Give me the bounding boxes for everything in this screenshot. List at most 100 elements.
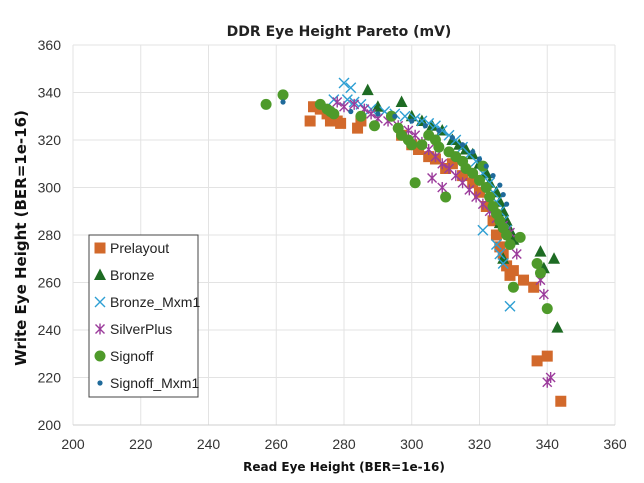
data-point bbox=[308, 101, 320, 113]
data-point bbox=[528, 281, 540, 293]
data-point bbox=[487, 215, 499, 227]
data-point bbox=[497, 258, 509, 269]
data-point bbox=[395, 95, 408, 107]
legend-item: Prelayout bbox=[94, 240, 169, 256]
data-point bbox=[280, 99, 286, 105]
data-point bbox=[361, 83, 374, 96]
data-point bbox=[352, 122, 364, 134]
legend-marker bbox=[94, 296, 106, 308]
data-point bbox=[437, 158, 448, 170]
data-point bbox=[277, 89, 289, 101]
legend-item: Signoff bbox=[94, 348, 153, 364]
data-point bbox=[335, 117, 347, 129]
data-point bbox=[368, 120, 380, 132]
legend-box bbox=[88, 234, 199, 398]
data-point bbox=[406, 139, 418, 151]
data-point bbox=[480, 182, 492, 193]
legend-item: SilverPlus bbox=[95, 321, 172, 337]
legend-marker bbox=[97, 380, 103, 386]
data-point bbox=[433, 141, 445, 153]
legend-marker bbox=[94, 242, 106, 254]
data-point bbox=[413, 144, 425, 155]
data-point bbox=[545, 372, 556, 383]
data-point bbox=[470, 149, 476, 155]
x-tick-labels: 200 220 240 260 280 300 320 340 360 bbox=[61, 436, 627, 452]
y-tick-label: 360 bbox=[38, 37, 62, 53]
legend-item: Signoff_Mxm1 bbox=[97, 375, 199, 391]
data-point bbox=[504, 300, 516, 312]
data-point bbox=[399, 110, 411, 122]
data-point bbox=[416, 139, 428, 151]
data-point bbox=[355, 110, 367, 122]
y-axis-label: Write Eye Height (BER=1e-16) bbox=[12, 110, 30, 366]
data-point bbox=[348, 108, 354, 115]
data-point bbox=[541, 350, 553, 362]
y-tick-label: 340 bbox=[38, 85, 62, 101]
data-point bbox=[339, 101, 349, 113]
data-point bbox=[260, 98, 272, 110]
data-point bbox=[409, 118, 415, 124]
data-point bbox=[501, 229, 513, 241]
data-point bbox=[328, 108, 340, 120]
data-point bbox=[474, 186, 485, 198]
data-point bbox=[366, 108, 377, 120]
data-point bbox=[474, 174, 485, 186]
data-point bbox=[548, 252, 561, 264]
data-point bbox=[511, 248, 522, 260]
data-points bbox=[260, 77, 567, 407]
data-point bbox=[440, 191, 452, 203]
data-point bbox=[541, 303, 553, 315]
y-tick-label: 320 bbox=[38, 132, 62, 148]
data-point bbox=[324, 115, 336, 127]
legend-item: Bronze_Mxm1 bbox=[94, 294, 200, 310]
data-point bbox=[531, 258, 543, 269]
data-point bbox=[500, 192, 506, 198]
data-point bbox=[477, 224, 489, 236]
data-point bbox=[446, 158, 458, 170]
legend-label: Signoff bbox=[110, 348, 153, 364]
x-tick-label: 220 bbox=[129, 436, 153, 452]
data-point bbox=[514, 231, 526, 243]
data-point bbox=[349, 98, 360, 110]
data-point bbox=[555, 395, 567, 407]
legend-label: Bronze bbox=[110, 267, 155, 283]
data-point bbox=[484, 191, 496, 203]
x-tick-label: 320 bbox=[468, 436, 492, 452]
data-point bbox=[459, 143, 472, 155]
x-tick-label: 360 bbox=[603, 436, 627, 452]
x-tick-label: 280 bbox=[332, 436, 356, 452]
data-point bbox=[490, 239, 502, 250]
y-tick-label: 220 bbox=[38, 370, 62, 386]
data-point bbox=[332, 96, 343, 108]
chart-title: DDR Eye Height Pareto (mV) bbox=[227, 24, 452, 40]
data-point bbox=[551, 321, 564, 333]
data-point bbox=[490, 173, 496, 179]
data-point bbox=[534, 245, 547, 257]
data-point bbox=[375, 111, 381, 117]
legend-marker bbox=[94, 268, 106, 280]
data-point bbox=[483, 163, 489, 169]
data-point bbox=[427, 172, 438, 184]
data-point bbox=[531, 355, 543, 367]
data-point bbox=[504, 201, 510, 207]
data-point bbox=[501, 260, 513, 272]
legend-item: Bronze bbox=[94, 267, 155, 283]
data-point bbox=[494, 248, 506, 260]
legend-label: Bronze_Mxm1 bbox=[110, 294, 200, 310]
legend-marker bbox=[94, 350, 106, 362]
legend-label: Prelayout bbox=[110, 240, 169, 256]
data-point bbox=[477, 160, 489, 172]
legend-label: Signoff_Mxm1 bbox=[110, 375, 199, 391]
data-point bbox=[457, 170, 469, 182]
legend: Prelayout Bronze Bronze_Mxm1 SilverPlus Sign… bbox=[88, 234, 200, 398]
data-point bbox=[476, 156, 483, 162]
series-signoff bbox=[260, 89, 553, 315]
data-point bbox=[518, 274, 530, 286]
legend-label: SilverPlus bbox=[110, 321, 172, 337]
data-point bbox=[371, 100, 384, 112]
data-point bbox=[494, 241, 506, 253]
data-point bbox=[437, 182, 448, 193]
y-tick-label: 280 bbox=[38, 227, 62, 243]
data-point bbox=[422, 123, 428, 129]
